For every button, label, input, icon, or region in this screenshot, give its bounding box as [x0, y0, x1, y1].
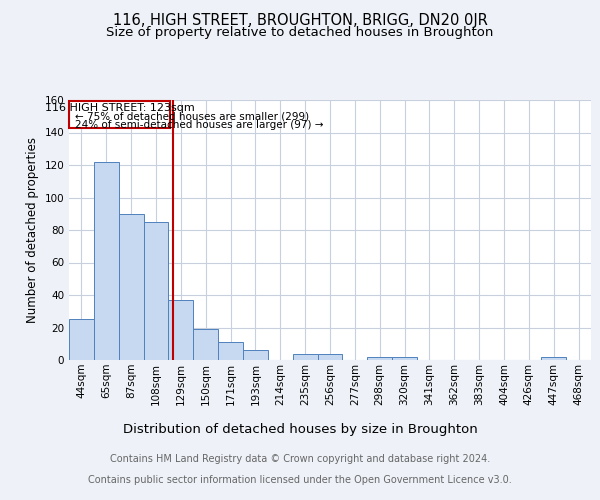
Bar: [169, 300, 193, 360]
Bar: [94, 162, 119, 360]
Bar: [243, 350, 268, 360]
Text: 24% of semi-detached houses are larger (97) →: 24% of semi-detached houses are larger (…: [75, 120, 323, 130]
Text: Contains HM Land Registry data © Crown copyright and database right 2024.: Contains HM Land Registry data © Crown c…: [110, 454, 490, 464]
FancyBboxPatch shape: [70, 101, 170, 128]
Bar: [193, 329, 218, 360]
Bar: [69, 320, 94, 360]
Bar: [293, 354, 317, 360]
Bar: [218, 342, 243, 360]
Text: ← 75% of detached houses are smaller (299): ← 75% of detached houses are smaller (29…: [75, 112, 309, 122]
Text: Size of property relative to detached houses in Broughton: Size of property relative to detached ho…: [106, 26, 494, 39]
Bar: [541, 357, 566, 360]
Bar: [143, 222, 169, 360]
Bar: [317, 354, 343, 360]
Bar: [392, 357, 417, 360]
Text: 116, HIGH STREET, BROUGHTON, BRIGG, DN20 0JR: 116, HIGH STREET, BROUGHTON, BRIGG, DN20…: [113, 12, 487, 28]
Text: Contains public sector information licensed under the Open Government Licence v3: Contains public sector information licen…: [88, 475, 512, 485]
Bar: [367, 357, 392, 360]
Text: Distribution of detached houses by size in Broughton: Distribution of detached houses by size …: [122, 422, 478, 436]
Text: 116 HIGH STREET: 123sqm: 116 HIGH STREET: 123sqm: [45, 102, 194, 113]
Bar: [119, 214, 143, 360]
Y-axis label: Number of detached properties: Number of detached properties: [26, 137, 39, 323]
